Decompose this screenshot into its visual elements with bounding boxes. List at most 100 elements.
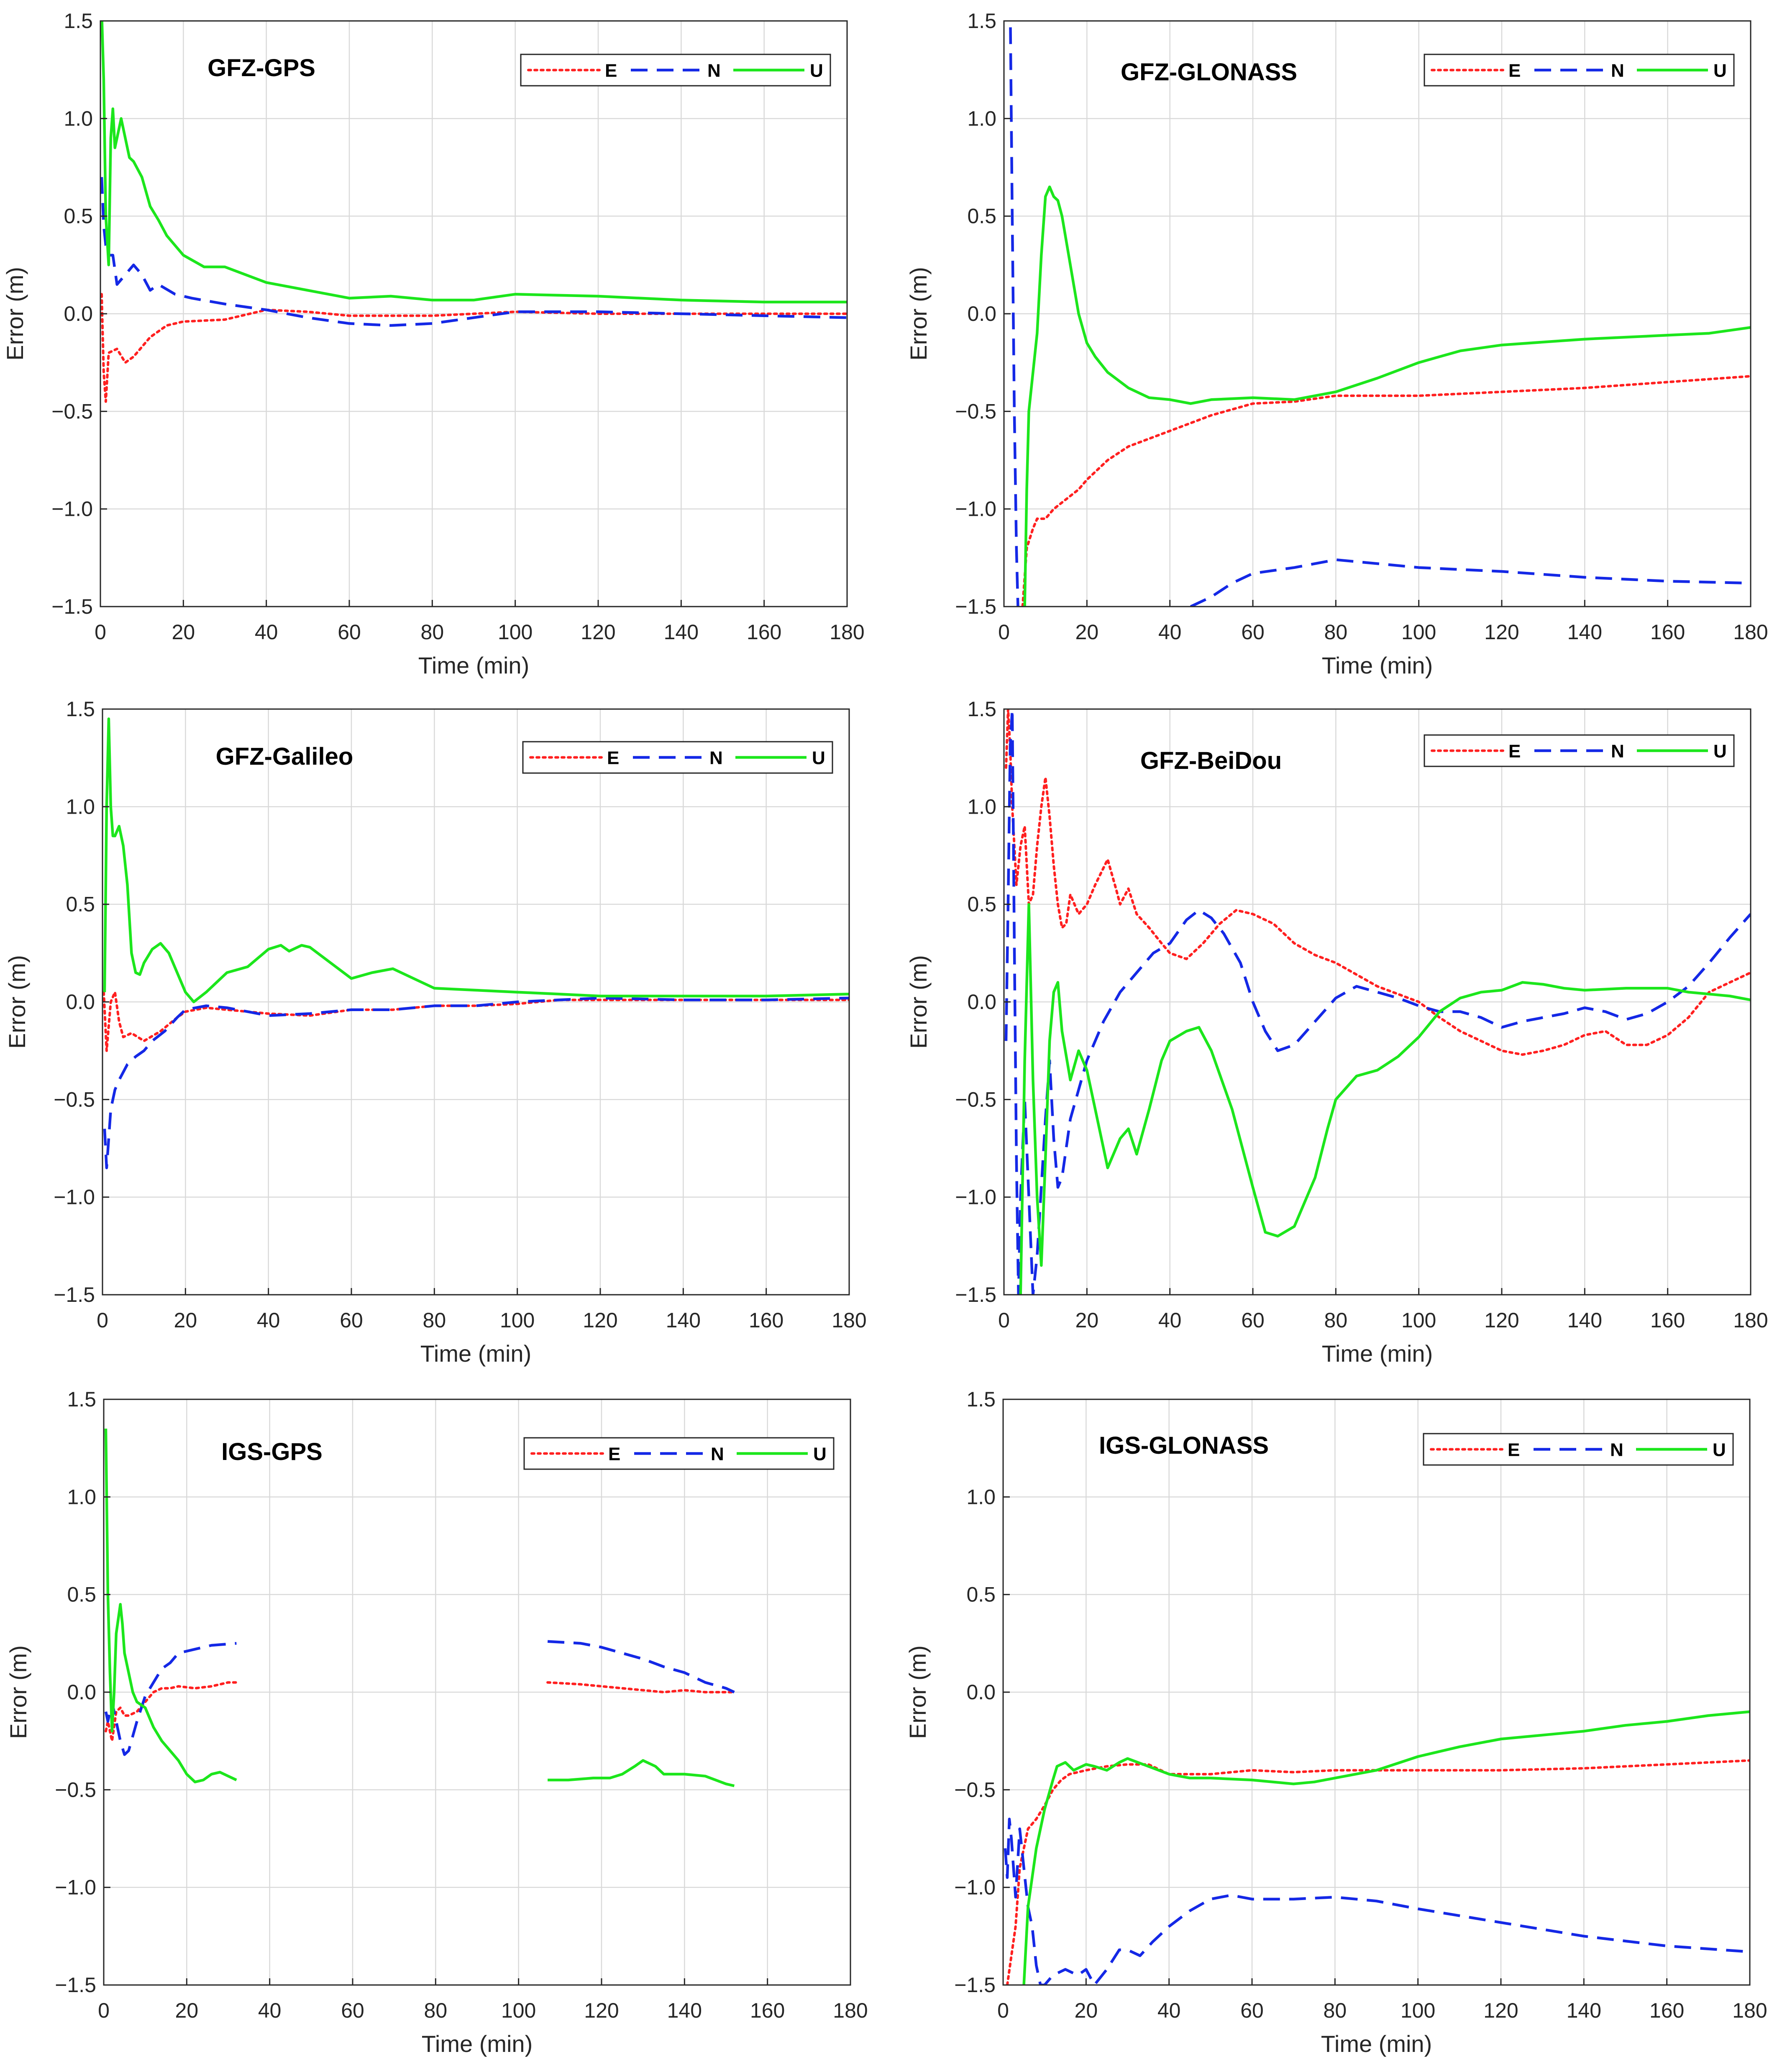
x-tick-label: 0 [97, 1309, 108, 1332]
series-line-u [1019, 903, 1751, 1295]
y-tick-label: −0.5 [55, 1778, 96, 1801]
y-tick-label: 0.0 [966, 1680, 996, 1704]
legend-label-u: U [813, 1444, 827, 1465]
series-group [100, 21, 847, 403]
legend-label-u: U [810, 61, 823, 81]
y-tick-label: −0.5 [51, 400, 93, 423]
legend-label-e: E [607, 748, 619, 768]
x-tick-label: 20 [1075, 620, 1099, 644]
series-group [102, 717, 849, 1169]
series-line-n [103, 996, 849, 1169]
series-line-u [100, 21, 847, 304]
y-tick-label: 1.0 [67, 1485, 96, 1509]
x-tick-label: 180 [1732, 1999, 1767, 2022]
y-tick-label: 0.0 [66, 990, 95, 1014]
y-tick-label: −0.5 [54, 1088, 95, 1111]
x-tick-label: 120 [584, 1999, 619, 2022]
x-tick-label: 160 [747, 620, 781, 644]
x-tick-label: 20 [172, 620, 195, 644]
chart-panel-2: 0 20 40 60 80 100 120 140 160 180 1.5 1.0 0.5 0.0 −0.5… [905, 9, 1768, 679]
legend-label-n: N [1611, 61, 1624, 81]
y-axis-label: Error (m) [5, 1645, 31, 1739]
x-tick-label: 0 [998, 1309, 1010, 1332]
x-tick-label: 160 [1650, 1309, 1685, 1332]
y-axis-label: Error (m) [905, 267, 932, 361]
x-tick-label: 80 [1324, 620, 1348, 644]
x-tick-label: 140 [1567, 620, 1602, 644]
chart-panel-1: 0 20 40 60 80 100 120 140 160 180 1.5 1.0 0.5 0.0 −0.5… [2, 9, 865, 679]
y-axis-label: Error (m) [4, 955, 30, 1049]
x-tick-label: 40 [258, 1999, 282, 2022]
legend-label-u: U [812, 748, 825, 768]
series-line-n [1190, 558, 1751, 607]
legend-label-u: U [1713, 1440, 1726, 1460]
y-tick-label: 0.0 [64, 302, 93, 325]
x-tick-label: 140 [666, 1309, 701, 1332]
x-tick-label: 180 [830, 620, 864, 644]
y-tick-label: 1.0 [967, 107, 996, 130]
legend-label-n: N [709, 748, 723, 768]
y-tick-label: −1.0 [54, 1186, 95, 1209]
x-tick-label: 20 [174, 1309, 197, 1332]
x-tick-label: 60 [1241, 620, 1265, 644]
series-line-n [1009, 21, 1019, 607]
x-tick-label: 180 [832, 1309, 866, 1332]
x-tick-label: 60 [340, 1309, 363, 1332]
y-tick-label: 0.5 [966, 1583, 996, 1606]
x-axis-label: Time (min) [418, 652, 529, 679]
x-tick-label: 60 [1240, 1999, 1264, 2022]
x-tick-label: 100 [1401, 620, 1436, 644]
series-line-u [1022, 1710, 1750, 1985]
x-tick-label: 0 [95, 620, 106, 644]
y-tick-label: 0.5 [967, 893, 996, 916]
y-tick-label: 1.5 [67, 1388, 96, 1411]
x-tick-label: 100 [498, 620, 533, 644]
legend-label-u: U [1713, 61, 1727, 81]
y-tick-label: −0.5 [955, 400, 996, 423]
series-line-e [546, 1681, 736, 1693]
chart-title: GFZ-BeiDou [1140, 747, 1282, 774]
x-tick-label: 80 [1324, 1999, 1347, 2022]
chart-panel-3: 0 20 40 60 80 100 120 140 160 180 1.5 1.0 0.5 0.0 −0.5… [4, 697, 867, 1367]
y-tick-label: 1.5 [967, 9, 996, 33]
y-tick-label: 0.0 [967, 302, 996, 325]
x-axis-label: Time (min) [420, 1340, 531, 1367]
x-tick-label: 0 [998, 620, 1010, 644]
chart-title: GFZ-GPS [207, 54, 315, 82]
series-line-e [1005, 709, 1751, 1056]
x-tick-label: 180 [1733, 1309, 1768, 1332]
chart-title: GFZ-Galileo [216, 743, 353, 770]
y-tick-label: 1.0 [966, 1485, 996, 1509]
series-line-e [1021, 375, 1751, 607]
legend-label-e: E [1508, 61, 1521, 81]
x-tick-label: 80 [421, 620, 444, 644]
series-group [1004, 1710, 1750, 1985]
series-group [1004, 709, 1751, 1295]
y-tick-label: −0.5 [955, 1088, 996, 1111]
legend-label-n: N [1610, 1440, 1623, 1460]
x-tick-label: 20 [175, 1999, 199, 2022]
y-tick-label: 0.5 [967, 205, 996, 228]
x-tick-label: 40 [1157, 1999, 1181, 2022]
y-tick-label: −1.5 [55, 1973, 96, 1997]
series-line-e [1006, 1759, 1750, 1985]
x-tick-label: 80 [423, 1309, 446, 1332]
y-tick-label: 0.5 [64, 205, 93, 228]
series-group [104, 1428, 736, 1788]
x-tick-label: 40 [1158, 1309, 1182, 1332]
chart-panel-4: 0 20 40 60 80 100 120 140 160 180 1.5 1.0 0.5 0.0 −0.5… [905, 697, 1768, 1367]
x-tick-label: 80 [424, 1999, 448, 2022]
series-line-n [1004, 709, 1751, 1295]
x-tick-label: 60 [341, 1999, 364, 2022]
series-group [1009, 21, 1751, 607]
x-tick-label: 120 [581, 620, 615, 644]
series-line-n [100, 177, 847, 327]
y-tick-label: −1.5 [955, 1283, 996, 1306]
series-line-u [548, 1759, 735, 1788]
